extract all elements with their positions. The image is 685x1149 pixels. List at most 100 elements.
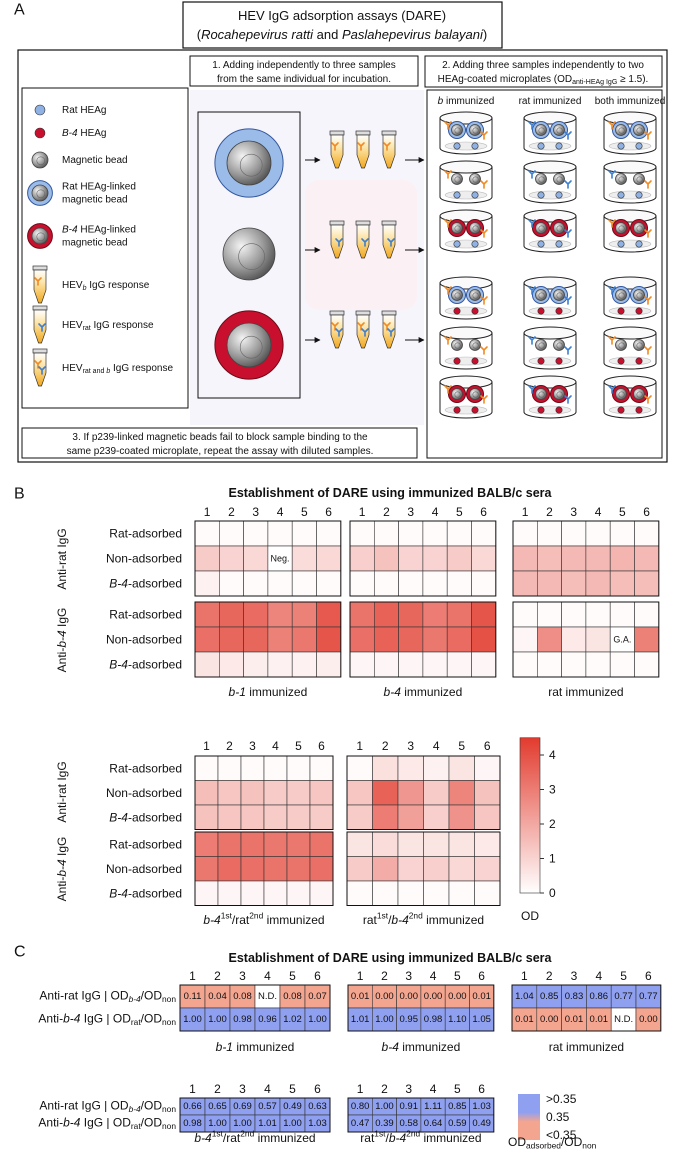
ratio-label: 1.00 bbox=[208, 1118, 227, 1129]
label: 2. Adding three samples independently to… bbox=[442, 60, 644, 71]
label: B-4-adsorbed bbox=[109, 810, 182, 824]
plate-rim bbox=[603, 375, 657, 389]
column-label: 2 bbox=[228, 505, 235, 519]
text-span: / bbox=[388, 913, 392, 927]
plate-rim bbox=[603, 111, 657, 125]
antigen bbox=[555, 240, 563, 248]
heat-cell bbox=[536, 651, 562, 678]
column-label: 3 bbox=[407, 739, 414, 753]
label: magnetic bead bbox=[62, 194, 128, 205]
ratio-label: 0.01 bbox=[565, 1014, 584, 1025]
ratio-label: 0.83 bbox=[565, 991, 584, 1002]
column-label: 3 bbox=[405, 1082, 412, 1096]
antibody bbox=[564, 296, 572, 305]
heat-cell bbox=[398, 651, 424, 678]
ratio-label: 1.00 bbox=[308, 1014, 327, 1025]
ratio-label: 0.00 bbox=[540, 1014, 559, 1025]
heat-cell bbox=[263, 780, 288, 806]
antigen bbox=[453, 240, 461, 248]
text-span: Rat HEAg-linked bbox=[62, 181, 136, 192]
heat-cell bbox=[349, 601, 375, 628]
column-label: 4 bbox=[272, 739, 279, 753]
column-label: 5 bbox=[289, 969, 296, 983]
heat-cell bbox=[634, 601, 660, 628]
ratio-label: 0.95 bbox=[400, 1014, 419, 1025]
label: B-4-adsorbed bbox=[109, 886, 182, 900]
text-span: rat and bbox=[83, 368, 107, 375]
bead-core bbox=[556, 225, 563, 232]
text-span: IgG | OD bbox=[80, 1012, 131, 1026]
tube-body bbox=[330, 134, 344, 169]
plate-rim bbox=[523, 276, 577, 290]
column-label: 1 bbox=[189, 1082, 196, 1096]
antigen bbox=[471, 191, 479, 199]
colorbar bbox=[519, 737, 541, 894]
heat-cell bbox=[243, 601, 269, 628]
tube-cap bbox=[329, 310, 345, 316]
bead bbox=[553, 222, 565, 234]
heat-cell bbox=[448, 755, 475, 781]
column-label: 3 bbox=[239, 969, 246, 983]
heat-cell bbox=[291, 651, 317, 678]
tube-body bbox=[33, 309, 47, 344]
antigen bbox=[471, 357, 479, 365]
text-span: b-4 bbox=[63, 1116, 81, 1130]
heat-cell bbox=[474, 780, 501, 806]
bead-core bbox=[556, 292, 563, 299]
heat-cell bbox=[346, 856, 373, 882]
column-label: 4 bbox=[264, 1082, 271, 1096]
ratio-label: 0.57 bbox=[258, 1101, 277, 1112]
text-span: non bbox=[162, 1104, 176, 1114]
antigen bbox=[453, 307, 461, 315]
plate-floor bbox=[444, 405, 488, 415]
ratio-label: 0.04 bbox=[208, 991, 227, 1002]
column-label: 3 bbox=[570, 505, 577, 519]
antibody bbox=[644, 296, 652, 305]
text-span: rat immunized bbox=[519, 96, 582, 107]
bead bbox=[469, 222, 481, 234]
text-span: immunized bbox=[263, 913, 324, 927]
heat-cell bbox=[474, 880, 501, 906]
antigen bbox=[617, 357, 625, 365]
column-label: 2 bbox=[383, 505, 390, 519]
antigen bbox=[635, 406, 643, 414]
antigen bbox=[537, 142, 545, 150]
antibody bbox=[480, 346, 488, 355]
heat-cell bbox=[194, 520, 220, 547]
bead-core bbox=[538, 292, 545, 299]
bead bbox=[226, 322, 272, 368]
bead-core bbox=[618, 292, 625, 299]
plate-rim bbox=[603, 160, 657, 174]
bead bbox=[535, 388, 547, 400]
text-span: Non-adsorbed bbox=[106, 786, 182, 800]
label: HEVrat IgG response bbox=[62, 320, 154, 332]
bead bbox=[535, 222, 547, 234]
heat-cell bbox=[512, 651, 538, 678]
heat-cell bbox=[471, 626, 497, 653]
heat-cell bbox=[217, 831, 242, 857]
text-span: b-4 bbox=[63, 1012, 81, 1026]
tube-body bbox=[330, 224, 344, 259]
tube-cap bbox=[32, 348, 48, 354]
heat-cell bbox=[609, 601, 635, 628]
bead-core bbox=[618, 342, 625, 349]
heat-cell bbox=[397, 856, 424, 882]
tube-body bbox=[33, 352, 47, 387]
heat-cell bbox=[291, 601, 317, 628]
plate-rim bbox=[523, 111, 577, 125]
plate-rim bbox=[523, 375, 577, 389]
heat-cell bbox=[536, 520, 562, 547]
ratio-label: 1.02 bbox=[283, 1014, 302, 1025]
column-label: 4 bbox=[595, 505, 602, 519]
heat-cell bbox=[423, 880, 450, 906]
tube-cap bbox=[329, 220, 345, 226]
ratio-label: 0.66 bbox=[183, 1101, 202, 1112]
bead bbox=[553, 339, 565, 351]
legend-label: >0.35 bbox=[546, 1092, 577, 1106]
tube-body bbox=[33, 269, 47, 304]
tube-body bbox=[356, 134, 370, 169]
ratio-label: 0.07 bbox=[308, 991, 327, 1002]
heat-cell bbox=[585, 626, 611, 653]
column-label: 3 bbox=[571, 969, 578, 983]
